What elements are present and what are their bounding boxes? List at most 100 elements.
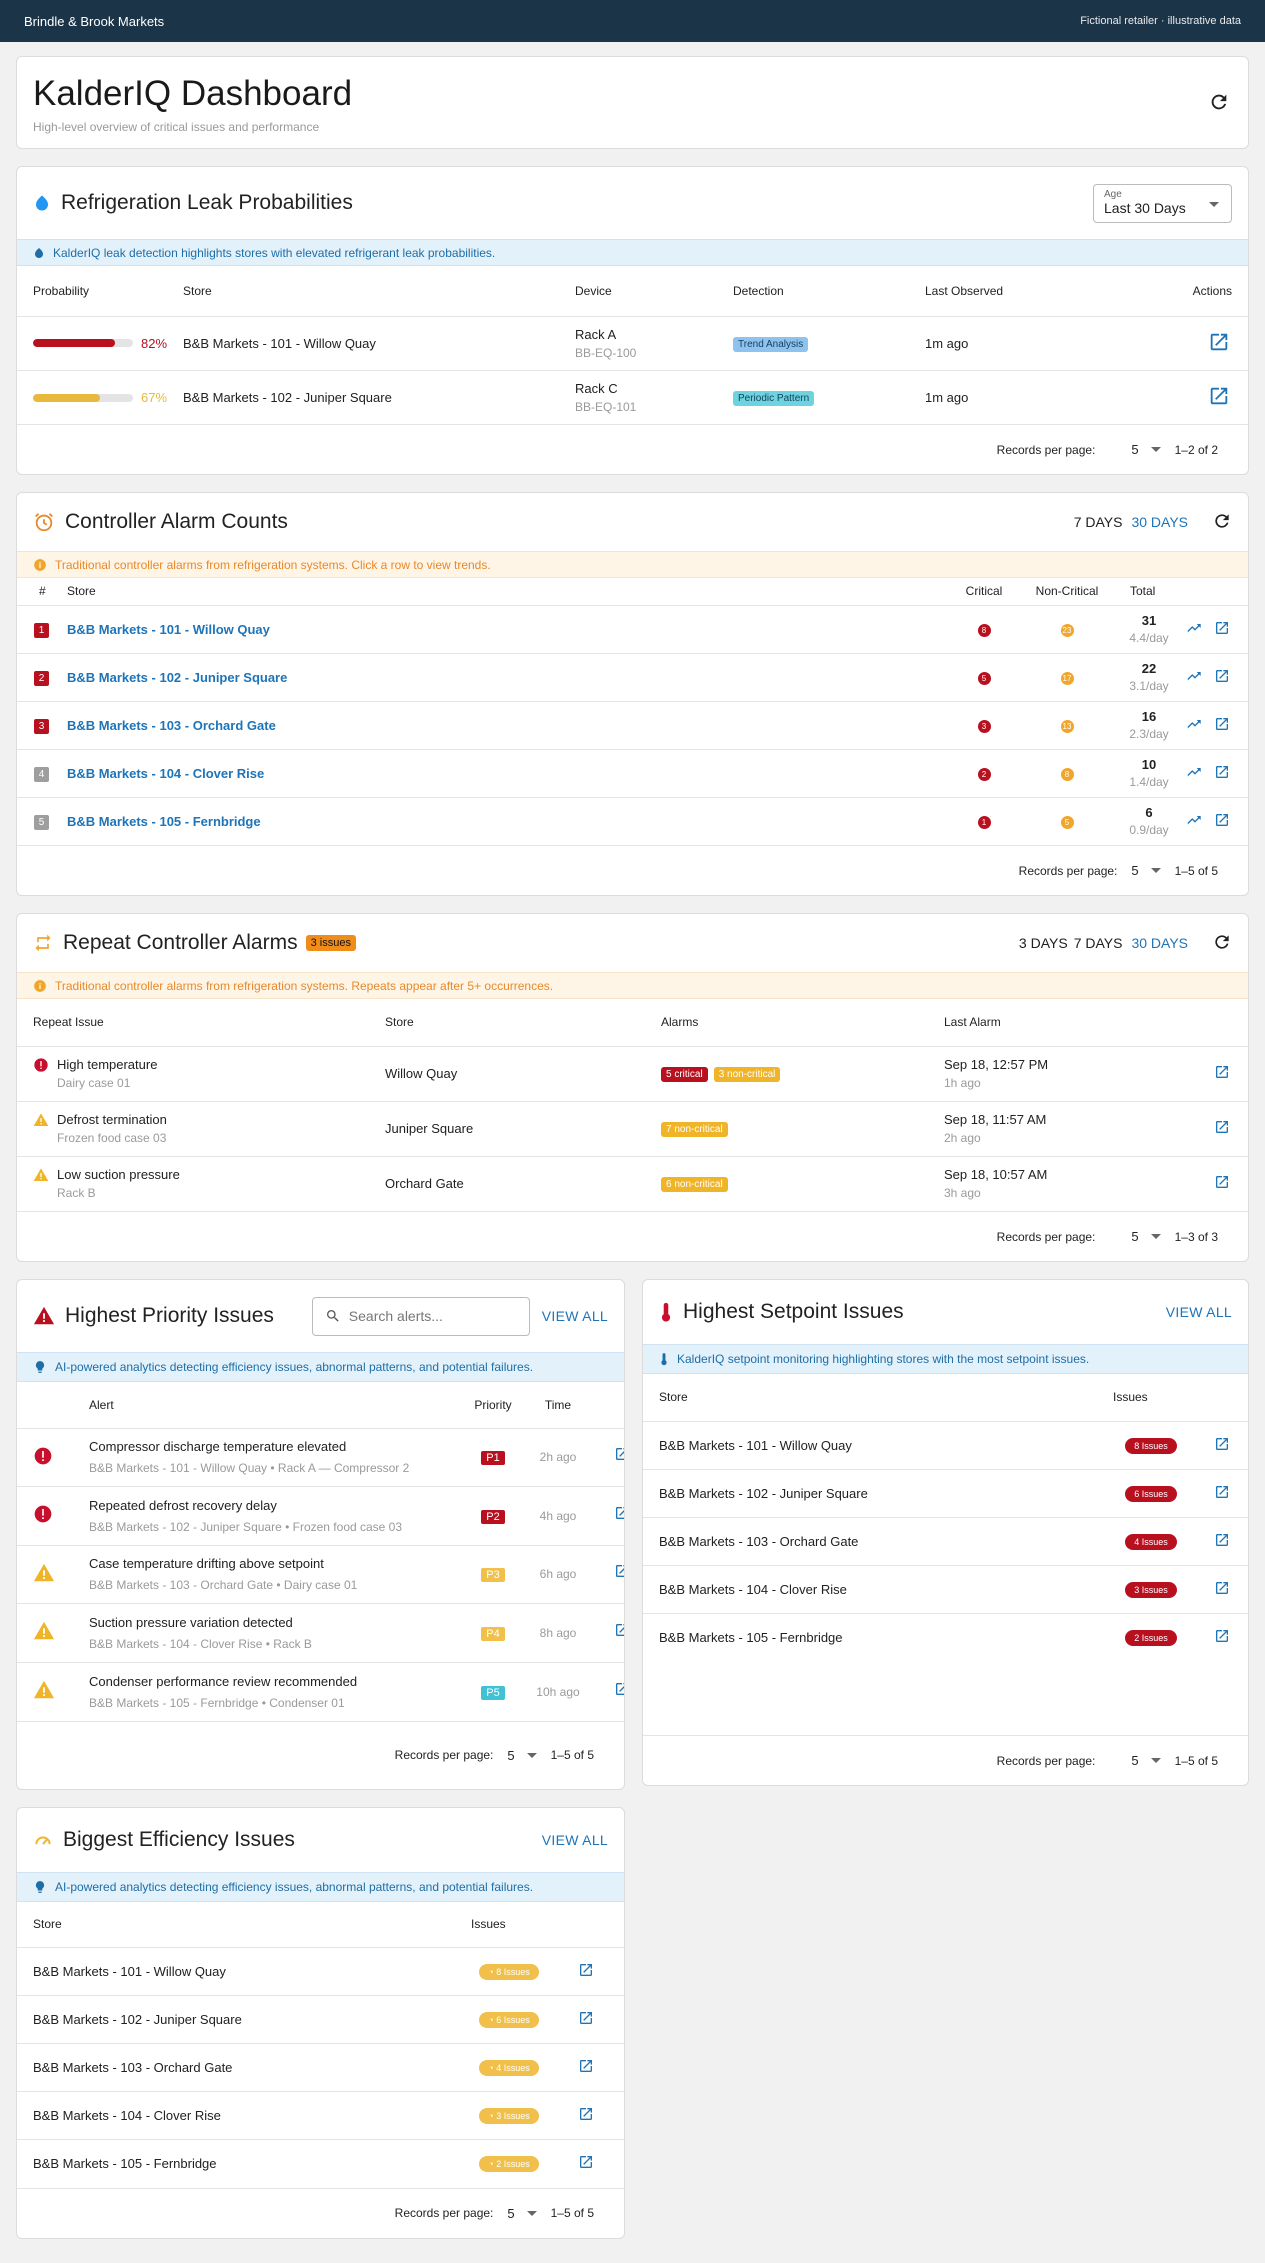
speedometer-icon: ◔ [488, 2063, 497, 2073]
refresh-icon[interactable] [1208, 91, 1230, 118]
non-critical-count: 5 [1060, 816, 1074, 830]
external-link-icon[interactable] [1214, 716, 1230, 732]
refresh-icon[interactable] [1212, 511, 1232, 534]
store-name: B&B Markets - 102 - Juniper Square [17, 1995, 471, 2044]
external-link-icon[interactable] [578, 2154, 594, 2170]
view-all-button[interactable]: VIEW ALL [541, 1831, 608, 1848]
age-select-value: Last 30 Days [1104, 199, 1186, 216]
external-link-icon[interactable] [578, 2010, 594, 2026]
external-link-icon[interactable] [578, 2058, 594, 2074]
table-row[interactable]: 2 B&B Markets - 102 - Juniper Square 5 1… [17, 652, 1248, 701]
external-link-icon[interactable] [614, 1681, 624, 1697]
external-link-icon[interactable] [578, 2106, 594, 2122]
rows-per-page-select[interactable]: 5 [1131, 1753, 1161, 1768]
store-link[interactable]: B&B Markets - 105 - Fernbridge [67, 813, 261, 829]
external-link-icon[interactable] [1214, 812, 1230, 828]
external-link-icon[interactable] [1214, 1064, 1230, 1080]
alert-location: B&B Markets - 102 - Juniper Square • Fro… [89, 1519, 403, 1534]
last-alarm-date: Sep 18, 12:57 PM [944, 1057, 1049, 1072]
store-link[interactable]: B&B Markets - 104 - Clover Rise [67, 765, 265, 781]
external-link-icon[interactable] [1214, 1436, 1230, 1452]
external-link-icon[interactable] [1214, 764, 1230, 780]
efficiency-banner: AI-powered analytics detecting efficienc… [17, 1871, 624, 1902]
range-3-days-button[interactable]: 3 DAYS [1018, 935, 1068, 951]
issue-title: Low suction pressure [57, 1167, 180, 1183]
range-30-days-button[interactable]: 30 DAYS [1131, 935, 1188, 951]
last-observed: 1m ago [925, 369, 1114, 424]
chevron-down-icon [1150, 1234, 1161, 1239]
trend-icon[interactable] [1186, 716, 1202, 732]
table-row[interactable]: Suction pressure variation detected B&B M… [17, 1603, 624, 1662]
setpoint-table: Store Issues B&B Markets - 101 - Willow … [643, 1374, 1248, 1661]
column-header: Repeat Issue [33, 1015, 104, 1030]
external-link-icon[interactable] [578, 1962, 594, 1978]
rows-per-page-select[interactable]: 5 [507, 2206, 537, 2221]
table-row[interactable]: Condenser performance review recommended… [17, 1661, 624, 1721]
trend-icon[interactable] [1186, 620, 1202, 636]
trend-icon[interactable] [1186, 812, 1202, 828]
external-link-icon[interactable] [614, 1505, 624, 1521]
external-link-icon[interactable] [1208, 331, 1230, 353]
view-all-button[interactable]: VIEW ALL [541, 1308, 608, 1324]
table-row[interactable]: Repeated defrost recovery delay B&B Marke… [17, 1486, 624, 1545]
non-critical-count: 17 [1060, 672, 1074, 685]
column-header: Last Observed [925, 283, 1004, 298]
leak-card: Refrigeration Leak Probabilities Age Las… [16, 166, 1249, 475]
table-row[interactable]: Compressor discharge temperature elevate… [17, 1427, 624, 1487]
range-30-days-button[interactable]: 30 DAYS [1131, 514, 1188, 530]
alert-time: 10h ago [523, 1661, 593, 1721]
external-link-icon[interactable] [614, 1446, 624, 1462]
rows-per-page-select[interactable]: 5 [1131, 442, 1161, 457]
external-link-icon[interactable] [1214, 1628, 1230, 1644]
search-input[interactable]: Search alerts... [311, 1296, 530, 1336]
external-link-icon[interactable] [1214, 1532, 1230, 1548]
rows-per-page-select[interactable]: 5 [1131, 1229, 1161, 1244]
issue-equipment: Rack B [57, 1186, 96, 1201]
external-link-icon[interactable] [614, 1563, 624, 1579]
external-link-icon[interactable] [1214, 1174, 1230, 1190]
store-link[interactable]: B&B Markets - 101 - Willow Quay [67, 621, 270, 637]
table-row: B&B Markets - 105 - Fernbridge 2 Issues [643, 1612, 1248, 1661]
store-name: Willow Quay [385, 1045, 661, 1101]
range-7-days-button[interactable]: 7 DAYS [1073, 514, 1123, 530]
external-link-icon[interactable] [1214, 620, 1230, 636]
alert-title: Condenser performance review recommended [89, 1673, 358, 1689]
lightbulb-icon [33, 1360, 47, 1374]
store-link[interactable]: B&B Markets - 103 - Orchard Gate [67, 717, 276, 733]
column-header: Probability [33, 283, 90, 298]
column-header: Non-Critical [1035, 584, 1099, 599]
table-row[interactable]: 4 B&B Markets - 104 - Clover Rise 2 8 10… [17, 748, 1248, 797]
store-link[interactable]: B&B Markets - 102 - Juniper Square [67, 669, 288, 685]
range-7-days-button[interactable]: 7 DAYS [1073, 935, 1123, 951]
age-select[interactable]: Age Last 30 Days [1093, 183, 1232, 223]
external-link-icon[interactable] [1214, 1119, 1230, 1135]
chevron-down-icon [1150, 1758, 1161, 1763]
table-row[interactable]: 3 B&B Markets - 103 - Orchard Gate 3 13 … [17, 700, 1248, 749]
external-link-icon[interactable] [1208, 385, 1230, 407]
refresh-icon[interactable] [1212, 932, 1232, 955]
table-row[interactable]: Case temperature drifting above setpoint… [17, 1544, 624, 1604]
external-link-icon[interactable] [614, 1622, 624, 1638]
rows-per-page-select[interactable]: 5 [1131, 863, 1161, 878]
table-row[interactable]: 5 B&B Markets - 105 - Fernbridge 1 5 6 0.… [17, 796, 1248, 845]
trend-icon[interactable] [1186, 668, 1202, 684]
view-all-button[interactable]: VIEW ALL [1165, 1304, 1232, 1320]
table-row[interactable]: 1 B&B Markets - 101 - Willow Quay 8 23 3… [17, 604, 1248, 653]
rows-per-page-select[interactable]: 5 [507, 1748, 537, 1763]
chevron-down-icon [1150, 447, 1161, 452]
external-link-icon[interactable] [1214, 1484, 1230, 1500]
alert-title: Case temperature drifting above setpoint [89, 1556, 324, 1572]
column-header: Detection [733, 283, 784, 298]
issue-equipment: Dairy case 01 [57, 1076, 131, 1090]
external-link-icon[interactable] [1214, 668, 1230, 684]
non-critical-count: 23 [1060, 624, 1074, 637]
column-header: Total [1130, 584, 1156, 599]
priority-card: Highest Priority Issues Search alerts...… [16, 1279, 625, 1790]
priority-title: Highest Priority Issues [65, 1304, 274, 1327]
efficiency-pagination: Records per page: 5 1–5 of 5 [17, 2187, 624, 2238]
trend-icon[interactable] [1186, 764, 1202, 780]
external-link-icon[interactable] [1214, 1580, 1230, 1596]
issue-title: High temperature [57, 1057, 158, 1072]
warning-icon [33, 1562, 55, 1584]
error-icon [33, 1446, 53, 1466]
